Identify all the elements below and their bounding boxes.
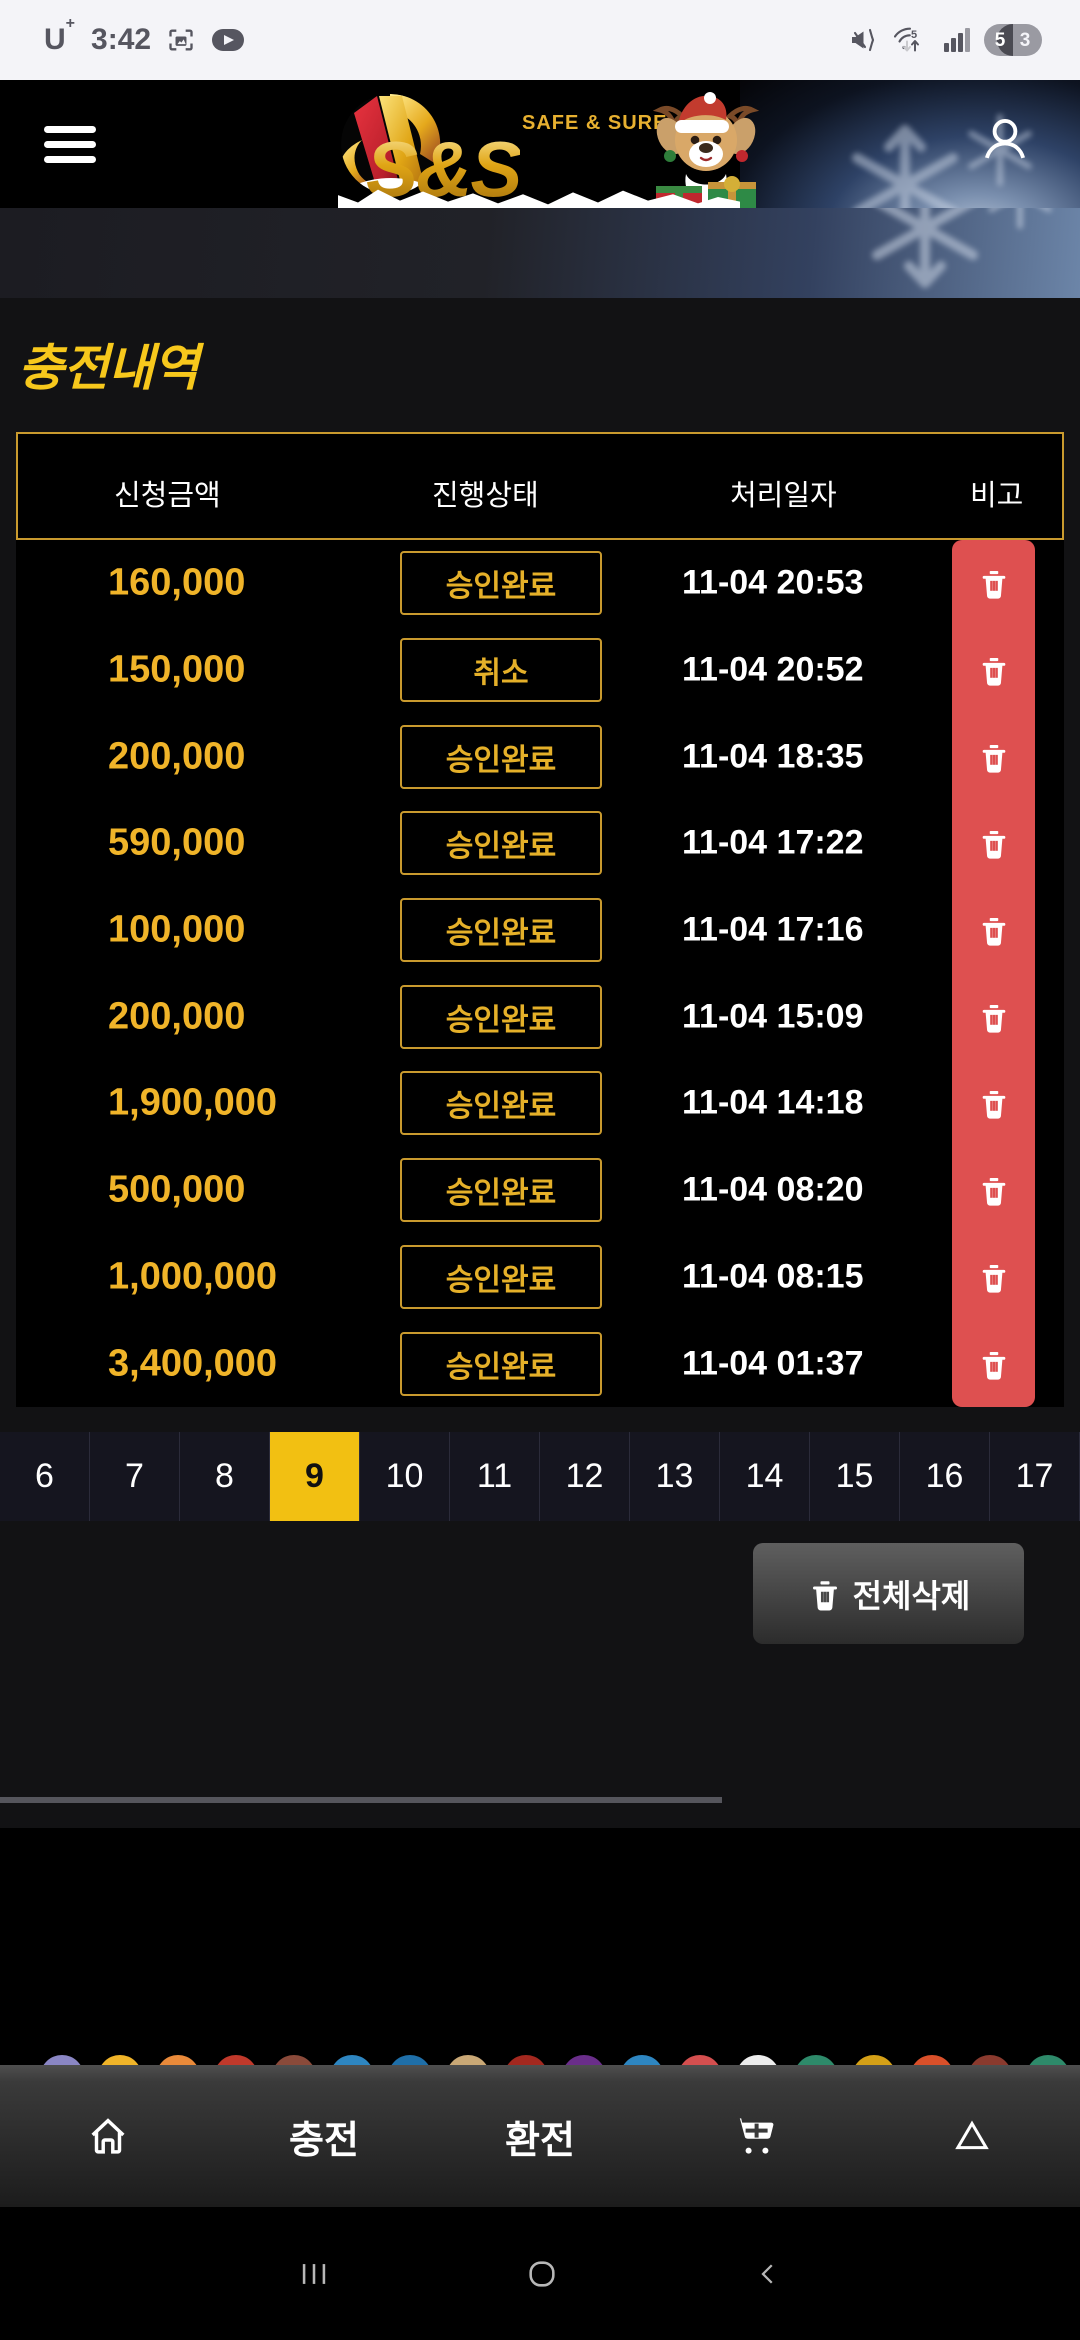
- svg-text:3: 3: [1020, 30, 1031, 51]
- svg-text:5: 5: [995, 30, 1006, 51]
- svg-text:5: 5: [911, 29, 917, 41]
